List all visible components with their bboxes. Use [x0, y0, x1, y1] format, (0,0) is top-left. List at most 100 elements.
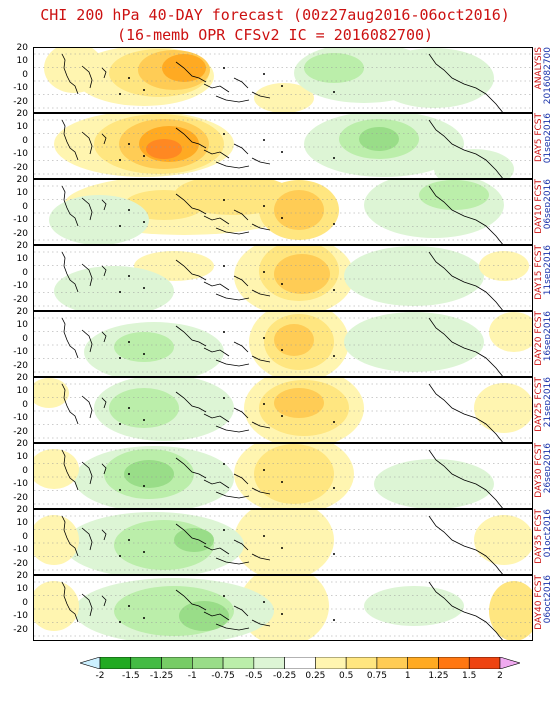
colorbar-under-arrow [80, 657, 101, 669]
coastline [203, 215, 230, 225]
colorbar-bin [468, 657, 501, 669]
panel-lead-label: DAY35 FCST 01oct2016 [534, 509, 550, 575]
coastline [233, 407, 249, 419]
anomaly-contour [114, 332, 174, 362]
coastline [175, 457, 207, 479]
coastline [251, 223, 271, 231]
island-marker [263, 205, 265, 207]
coastline [215, 359, 250, 367]
island-marker [281, 85, 283, 87]
latitude-tick-label: 10 [16, 320, 28, 330]
latitude-tick-label: -20 [13, 163, 28, 173]
latitude-tick-label: 10 [16, 452, 28, 462]
anomaly-contour [34, 449, 79, 489]
latitude-tick-label: -10 [13, 83, 28, 93]
island-marker [223, 595, 225, 597]
island-marker [333, 157, 335, 159]
coastline [61, 251, 79, 293]
anomaly-contour [274, 190, 324, 230]
island-marker [128, 209, 130, 211]
island-marker [119, 225, 121, 227]
latitude-tick-label: 10 [16, 56, 28, 66]
island-marker [143, 551, 145, 553]
latitude-tick-label: -20 [13, 361, 28, 371]
colorbar-bin [284, 657, 316, 669]
panel-date-text: 26sep2016 [543, 443, 550, 494]
colorbar-bin [253, 657, 285, 669]
coastline [203, 611, 230, 621]
panel-lead-label: DAY5 FCST 01sep2016 [534, 113, 550, 179]
anomaly-contour [419, 180, 489, 210]
island-marker [143, 485, 145, 487]
island-marker [119, 291, 121, 293]
anomaly-contour [254, 83, 314, 112]
island-marker [128, 275, 130, 277]
coastline [233, 341, 249, 353]
latitude-tick-label: -20 [13, 97, 28, 107]
island-marker [143, 89, 145, 91]
anomaly-contour [344, 246, 484, 306]
latitude-tick-label: 20 [16, 439, 28, 449]
latitude-tick-label: 20 [16, 505, 28, 515]
map-panel [33, 179, 533, 245]
colorbar-bin [407, 657, 439, 669]
colorbar-tick-label: -2 [95, 671, 105, 681]
island-marker [263, 73, 265, 75]
coastline [251, 91, 271, 99]
anomaly-contour [374, 48, 494, 108]
latitude-tick-label: 10 [16, 122, 28, 132]
panel-lead-label: DAY25 FCST 21sep2016 [534, 377, 550, 443]
colorbar [80, 657, 520, 669]
latitude-tick-label: -10 [13, 413, 28, 423]
map-panel [33, 113, 533, 179]
coastline [215, 557, 250, 565]
island-marker [223, 67, 225, 69]
island-marker [281, 217, 283, 219]
colorbar-tick-label: 1.25 [428, 671, 449, 681]
island-marker [119, 489, 121, 491]
coastline [101, 529, 107, 541]
colorbar-tick-label: -0.5 [245, 671, 263, 681]
latitude-tick-label: -10 [13, 281, 28, 291]
coastline [203, 83, 230, 93]
latitude-tick-label: -10 [13, 611, 28, 621]
anomaly-contour [274, 324, 314, 356]
island-marker [263, 535, 265, 537]
latitude-tick-label: 0 [22, 466, 28, 476]
coastline [81, 593, 93, 617]
island-marker [143, 617, 145, 619]
colorbar-tick-label: -1.5 [121, 671, 140, 681]
coastline [61, 53, 79, 95]
colorbar-bin [315, 657, 347, 669]
coastline [61, 515, 79, 557]
colorbar-bin [345, 657, 378, 669]
map-title-line1: CHI 200 hPa 40-DAY forecast (00z27aug201… [40, 6, 510, 24]
island-marker [119, 159, 121, 161]
coastline [233, 473, 249, 485]
coastline [61, 383, 79, 425]
anomaly-contour [364, 586, 464, 626]
coastline [81, 329, 93, 353]
map-panel [33, 245, 533, 311]
panel-date-text: 06oct2016 [543, 575, 550, 624]
colorbar-bin [130, 657, 162, 669]
coastline [215, 95, 250, 103]
latitude-tick-label: 10 [16, 188, 28, 198]
coastline [233, 209, 249, 221]
latitude-tick-label: -10 [13, 215, 28, 225]
coastline [215, 161, 250, 169]
island-marker [119, 555, 121, 557]
coastline [81, 395, 93, 419]
latitude-tick-label: -10 [13, 347, 28, 357]
panel-lead-label: ANALYSIS 2016082700 [534, 47, 550, 113]
coastline [81, 527, 93, 551]
map-panel [33, 311, 533, 377]
coastline [175, 589, 207, 611]
map-title-line2: (16-memb OPR CFSv2 IC = 2016082700) [116, 26, 434, 44]
anomaly-contour [34, 581, 79, 631]
island-marker [263, 271, 265, 273]
colorbar-tick-label: 1.5 [462, 671, 477, 681]
island-marker [333, 289, 335, 291]
anomaly-contour [34, 515, 79, 565]
coastline [251, 289, 271, 297]
